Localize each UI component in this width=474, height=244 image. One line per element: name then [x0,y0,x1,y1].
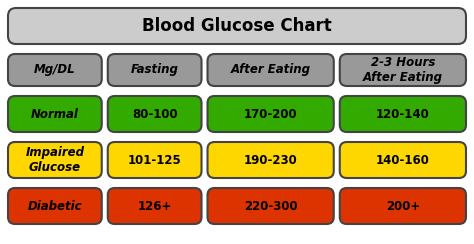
FancyBboxPatch shape [208,54,334,86]
FancyBboxPatch shape [108,54,201,86]
Text: Blood Glucose Chart: Blood Glucose Chart [142,17,332,35]
Text: 126+: 126+ [137,200,172,213]
FancyBboxPatch shape [208,188,334,224]
FancyBboxPatch shape [340,142,466,178]
Text: After Eating: After Eating [231,63,310,77]
Text: 101-125: 101-125 [128,153,182,166]
FancyBboxPatch shape [208,142,334,178]
FancyBboxPatch shape [108,142,201,178]
Text: 170-200: 170-200 [244,108,298,121]
FancyBboxPatch shape [340,54,466,86]
Text: Impaired
Glucose: Impaired Glucose [26,146,84,174]
Text: 140-160: 140-160 [376,153,430,166]
FancyBboxPatch shape [8,8,466,44]
FancyBboxPatch shape [340,188,466,224]
FancyBboxPatch shape [8,54,102,86]
Text: 220-300: 220-300 [244,200,298,213]
FancyBboxPatch shape [8,142,102,178]
Text: 120-140: 120-140 [376,108,430,121]
FancyBboxPatch shape [208,96,334,132]
FancyBboxPatch shape [108,188,201,224]
FancyBboxPatch shape [108,96,201,132]
Text: 2-3 Hours
After Eating: 2-3 Hours After Eating [363,56,443,84]
FancyBboxPatch shape [340,96,466,132]
Text: 200+: 200+ [386,200,420,213]
Text: 80-100: 80-100 [132,108,177,121]
Text: Normal: Normal [31,108,79,121]
FancyBboxPatch shape [8,188,102,224]
Text: Diabetic: Diabetic [27,200,82,213]
Text: Fasting: Fasting [131,63,179,77]
Text: 190-230: 190-230 [244,153,298,166]
FancyBboxPatch shape [8,96,102,132]
Text: Mg/DL: Mg/DL [34,63,76,77]
